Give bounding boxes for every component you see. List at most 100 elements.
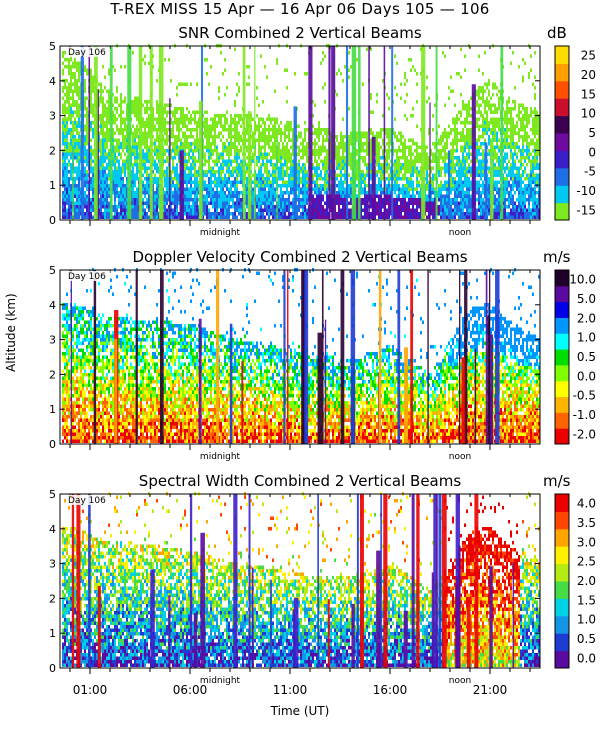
width-colorbar-segment	[555, 615, 569, 634]
snr-colorbar-segment	[555, 133, 569, 151]
velocity-panel-title: Doppler Velocity Combined 2 Vertical Bea…	[132, 248, 468, 266]
width-colorbar-segment	[555, 650, 569, 669]
snr-y-tick-label: 1	[49, 179, 56, 192]
snr-colorbar-segment	[555, 167, 569, 186]
snr-colorbar-label: -5	[584, 165, 596, 179]
velocity-colorbar-label: 0.0	[577, 369, 596, 383]
velocity-colorbar-segment	[555, 428, 569, 445]
velocity-plot-frame	[59, 269, 541, 445]
snr-day-label: Day 106	[68, 48, 106, 58]
snr-colorbar-segment	[555, 98, 569, 117]
snr-colorbar-label: 0	[588, 145, 596, 159]
snr-colorbar-label: 5	[588, 126, 596, 140]
width-colorbar-segment	[555, 511, 569, 530]
velocity-midnight-marker: midnight	[200, 452, 241, 462]
width-colorbar-label: 2.0	[577, 574, 596, 588]
velocity-y-tick-label: 5	[49, 264, 56, 277]
velocity-colorbar-label: 10.0	[569, 273, 596, 287]
velocity-colorbar-label: -0.5	[573, 389, 596, 403]
width-y-tick-label: 2	[49, 592, 56, 605]
snr-colorbar-segment	[555, 80, 569, 99]
width-heatmap-field	[62, 492, 540, 668]
width-colorbar-label: 3.0	[577, 535, 596, 549]
velocity-noon-marker: noon	[449, 452, 471, 462]
width-y-tick-label: 0	[49, 662, 56, 675]
snr-colorbar-label: 15	[581, 87, 596, 101]
width-noon-marker: noon	[449, 676, 471, 686]
width-y-tick-label: 4	[49, 523, 56, 536]
snr-y-tick-label: 5	[49, 40, 56, 53]
x-tick-label: 01:00	[73, 683, 108, 697]
snr-colorbar-label: -15	[576, 203, 596, 217]
snr-heatmap-field	[62, 44, 540, 221]
velocity-y-tick-label: 4	[49, 299, 56, 312]
x-axis-label: Time (UT)	[270, 704, 330, 718]
velocity-colorbar-label: 0.5	[577, 350, 596, 364]
velocity-day-label: Day 106	[68, 272, 106, 282]
snr-noon-marker: noon	[449, 228, 471, 238]
width-y-tick-label: 1	[49, 627, 56, 640]
width-colorbar-segment	[555, 563, 569, 582]
snr-y-tick-label: 2	[49, 144, 56, 157]
snr-colorbar-label: 10	[581, 107, 596, 121]
width-midnight-marker: midnight	[200, 676, 241, 686]
velocity-colorbar-segment	[555, 396, 569, 413]
snr-panel-title: SNR Combined 2 Vertical Beams	[178, 24, 422, 42]
snr-colorbar-segment	[555, 63, 569, 82]
snr-colorbar-frame	[554, 45, 570, 221]
x-tick-label: 21:00	[473, 683, 508, 697]
velocity-colorbar-segment	[555, 380, 569, 398]
x-tick-label: 11:00	[273, 683, 308, 697]
snr-colorbar-segment	[555, 46, 569, 64]
snr-y-tick-label: 4	[49, 75, 56, 88]
snr-colorbar-unit: dB	[547, 24, 567, 42]
width-plot-frame	[59, 493, 541, 669]
velocity-colorbar-segment	[555, 270, 569, 287]
snr-colorbar-label: 20	[581, 68, 596, 82]
width-colorbar-segment	[555, 581, 569, 599]
velocity-colorbar-segment	[555, 317, 569, 334]
velocity-colorbar-segment	[555, 364, 569, 382]
figure-title: T-REX MISS 15 Apr — 16 Apr 06 Days 105 —…	[110, 0, 490, 18]
snr-colorbar-segment	[555, 202, 569, 221]
velocity-colorbar-segment	[555, 301, 569, 318]
width-colorbar-unit: m/s	[543, 472, 571, 490]
velocity-colorbar-segment	[555, 349, 569, 366]
velocity-colorbar-label: -1.0	[573, 408, 596, 422]
width-colorbar-label: 2.5	[577, 555, 596, 569]
width-colorbar-label: 4.0	[577, 497, 596, 511]
snr-colorbar-segment	[555, 150, 569, 169]
velocity-colorbar-label: 2.0	[577, 311, 596, 325]
velocity-colorbar-segment	[555, 285, 569, 303]
velocity-colorbar-label: 1.0	[577, 331, 596, 345]
width-colorbar-label: 1.0	[577, 613, 596, 627]
width-colorbar-frame	[554, 493, 570, 669]
width-colorbar-segment	[555, 633, 569, 652]
velocity-colorbar-segment	[555, 412, 569, 429]
snr-colorbar-segment	[555, 115, 569, 134]
x-tick-label: 06:00	[173, 683, 208, 697]
width-colorbar-label: 1.5	[577, 593, 596, 607]
snr-y-tick-label: 3	[49, 110, 56, 123]
width-colorbar-segment	[555, 494, 569, 512]
snr-midnight-marker: midnight	[200, 228, 241, 238]
velocity-colorbar-label: -2.0	[573, 427, 596, 441]
width-colorbar-label: 0.0	[577, 651, 596, 665]
width-colorbar-label: 3.5	[577, 516, 596, 530]
snr-plot-frame	[59, 45, 541, 221]
velocity-y-tick-label: 1	[49, 403, 56, 416]
velocity-colorbar-frame	[554, 269, 570, 445]
x-tick-label: 16:00	[373, 683, 408, 697]
width-colorbar-label: 0.5	[577, 632, 596, 646]
width-colorbar-segment	[555, 546, 569, 565]
width-colorbar-segment	[555, 598, 569, 617]
width-y-tick-label: 5	[49, 488, 56, 501]
width-day-label: Day 106	[68, 496, 106, 506]
velocity-y-tick-label: 0	[49, 438, 56, 451]
velocity-y-tick-label: 3	[49, 334, 56, 347]
width-y-tick-label: 3	[49, 558, 56, 571]
velocity-y-tick-label: 2	[49, 368, 56, 381]
velocity-colorbar-label: 5.0	[577, 292, 596, 306]
width-panel-title: Spectral Width Combined 2 Vertical Beams	[138, 472, 462, 490]
